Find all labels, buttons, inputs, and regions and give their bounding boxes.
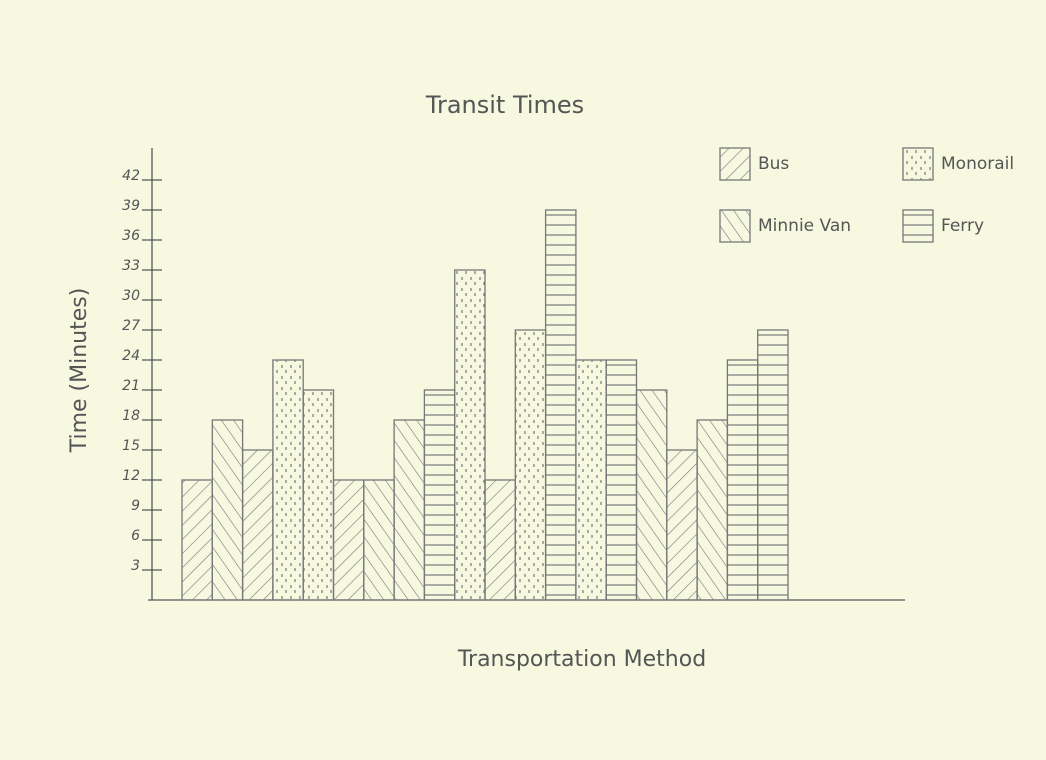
legend-label: Minnie Van bbox=[758, 216, 851, 236]
y-tick-label: 33 bbox=[122, 258, 140, 274]
bar bbox=[757, 329, 789, 601]
y-tick-label: 39 bbox=[122, 198, 140, 214]
bar bbox=[393, 419, 426, 601]
bar bbox=[514, 329, 547, 601]
bar bbox=[484, 479, 516, 601]
bar bbox=[332, 479, 365, 601]
legend-swatch bbox=[902, 209, 934, 243]
bar bbox=[666, 449, 698, 601]
y-tick-label: 42 bbox=[122, 168, 140, 184]
bar bbox=[544, 209, 577, 601]
bar bbox=[302, 389, 335, 601]
y-axis-label: Time (Minutes) bbox=[67, 288, 92, 454]
bar bbox=[605, 359, 638, 601]
y-tick-label: 6 bbox=[131, 528, 140, 544]
legend-swatch bbox=[719, 147, 751, 181]
y-tick-label: 24 bbox=[122, 348, 140, 364]
bar bbox=[181, 479, 213, 601]
bar bbox=[696, 419, 729, 601]
legend-swatch bbox=[902, 147, 934, 181]
y-tick-label: 36 bbox=[122, 228, 140, 244]
bar bbox=[211, 419, 244, 601]
legend-label: Bus bbox=[758, 154, 789, 174]
bar bbox=[241, 449, 274, 601]
chart-title: Transit Times bbox=[425, 91, 584, 119]
bar bbox=[726, 359, 759, 601]
bar bbox=[272, 359, 304, 601]
bar bbox=[363, 479, 395, 601]
bar bbox=[575, 359, 607, 601]
y-tick-label: 27 bbox=[122, 318, 140, 334]
y-tick-label: 15 bbox=[122, 438, 140, 454]
bar bbox=[423, 389, 456, 601]
y-tick-label: 12 bbox=[122, 468, 140, 484]
y-tick-label: 3 bbox=[131, 558, 140, 574]
y-tick-label: 18 bbox=[122, 408, 140, 424]
x-axis-label: Transportation Method bbox=[457, 647, 706, 672]
legend-label: Ferry bbox=[941, 216, 984, 236]
legend-label: Monorail bbox=[941, 154, 1014, 174]
y-tick-label: 30 bbox=[122, 288, 140, 304]
y-tick-label: 21 bbox=[122, 378, 140, 394]
y-tick-label: 9 bbox=[131, 498, 140, 514]
bar bbox=[635, 389, 668, 601]
legend-swatch bbox=[719, 209, 751, 243]
bar bbox=[454, 269, 486, 601]
